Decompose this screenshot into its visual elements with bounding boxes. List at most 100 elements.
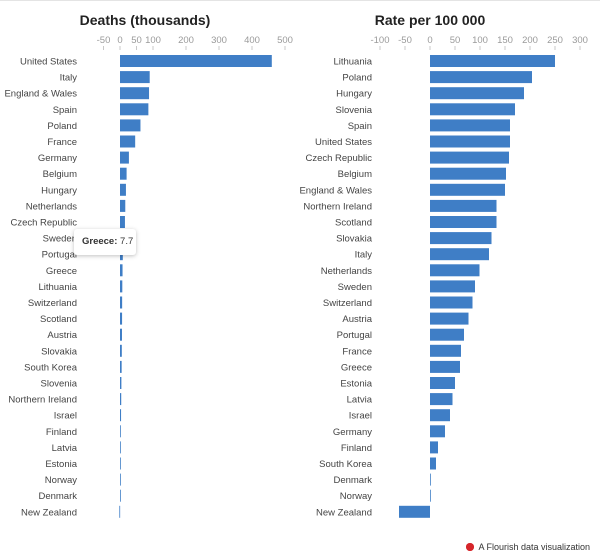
attribution-text[interactable]: A Flourish data visualization [478,542,590,552]
panel1-bar [120,87,150,100]
panel1-bar [120,489,121,502]
panel2-bar [430,377,455,389]
panel1-title: Deaths (thousands) [80,12,211,28]
flourish-logo-icon [466,543,475,551]
panel2-bar [430,473,431,486]
panel1-bar [120,473,121,486]
panel2-category-label: New Zealand [316,507,372,518]
panel2-category-label: Portugal [337,330,372,341]
panel1-bar [119,505,121,518]
panel1-x-tick-label: 50 [131,35,142,46]
panel1-category-label: New Zealand [21,507,77,518]
panel1-bar [120,425,121,438]
panel2-bar [430,87,524,100]
panel2-category-label: Hungary [336,89,372,100]
panel1-category-label: Belgium [43,169,77,180]
panel1-x-tick-label: 400 [244,35,260,46]
panel1-x-tick-label: 500 [277,35,293,46]
panel2-x-tick-label: 150 [497,35,513,46]
panel1-category-label: Germany [38,153,77,164]
panel2-bar [430,248,489,261]
panel1-x-tick-label: -50 [97,35,111,46]
panel1-category-label: England & Wales [4,89,77,100]
panel1-bar [120,71,150,84]
panel2-bar [430,312,469,325]
panel2-bar [399,505,430,518]
panel1-category-label: Netherlands [26,201,77,212]
panel1-category-label: Portugal [42,250,77,261]
panel2-bar [430,264,480,277]
panel2-category-label: Poland [342,73,372,84]
panel1-bar [120,199,126,212]
panel2-bar [430,183,505,196]
panel1-category-label: Poland [47,121,77,132]
panel2-category-label: Denmark [333,475,372,486]
panel1-bar [120,151,129,164]
panel1-bar [120,312,123,325]
panel2-x-tick-label: 0 [427,35,432,46]
panel1-category-label: Greece [46,266,77,277]
panel2-bar [430,457,436,470]
panel2-bar [430,216,497,228]
panel1-category-label: Slovenia [41,379,78,390]
tooltip-label: Greece: [82,236,118,247]
panel2-x-tick-label: -100 [370,35,389,46]
panel1-category-label: South Korea [24,362,78,373]
attribution-footer[interactable]: A Flourish data visualization [466,542,590,552]
panel2-x-tick-label: 100 [472,35,488,46]
panel1-category-label: Spain [53,105,77,116]
panel1-bar [120,296,123,309]
panel2-bar [430,328,464,341]
panel1-bar [120,457,121,470]
panel1-category-label: United States [20,57,77,68]
panel2-category-label: Lithuania [333,57,372,68]
panel2-bar [430,167,506,180]
panel2-category-label: Austria [342,314,372,325]
panel1-bar [120,216,125,228]
panel2-bar [430,199,497,212]
panel2-category-label: Sweden [338,282,372,293]
panel2-bar [430,393,453,406]
panel2-category-label: Estonia [340,379,372,390]
panel2-bar [430,296,473,309]
panel2-category-label: England & Wales [299,185,372,196]
panel1-category-label: Latvia [52,443,78,454]
panel2-bar [430,280,475,293]
panel2-x-tick-label: 300 [572,35,588,46]
panel1-category-label: Denmark [38,491,77,502]
panel1-x-tick-label: 200 [178,35,194,46]
panel1-bar [120,360,122,373]
top-divider [0,0,600,1]
panel1-bar [120,167,127,180]
panel1-bar [120,103,149,116]
panel1-bar [120,119,141,132]
panel1-bar [120,183,126,196]
panel2-bar [430,360,460,373]
panel2-category-label: South Korea [319,459,373,470]
panel1-bar [120,328,122,341]
panel1-category-label: Finland [46,427,77,438]
panel2-bar [430,344,461,357]
panel2-category-label: Czech Republic [305,153,372,164]
panel1-bar [120,135,136,148]
panel2-bar [430,425,445,438]
panel1-category-label: Slovakia [41,346,78,357]
panel2-category-label: Germany [333,427,372,438]
panel2-category-label: Belgium [338,169,372,180]
panel1-category-label: Sweden [43,234,77,245]
panel2-bar [430,151,509,164]
panel2-bar [430,489,431,502]
panel2-bar [430,409,450,422]
panel2-bar [430,135,510,148]
panel1-category-label: Hungary [41,185,77,196]
panel2-x-tick-label: 50 [450,35,461,46]
panel2-title: Rate per 100 000 [375,12,486,28]
panel1-category-label: France [47,137,77,148]
panel1-bar [120,377,122,389]
panel2-category-label: Latvia [347,395,373,406]
panel1-category-label: Norway [45,475,77,486]
panel2-category-label: Finland [341,443,372,454]
panel1-bar [120,264,123,277]
panel1-bar [120,55,272,67]
